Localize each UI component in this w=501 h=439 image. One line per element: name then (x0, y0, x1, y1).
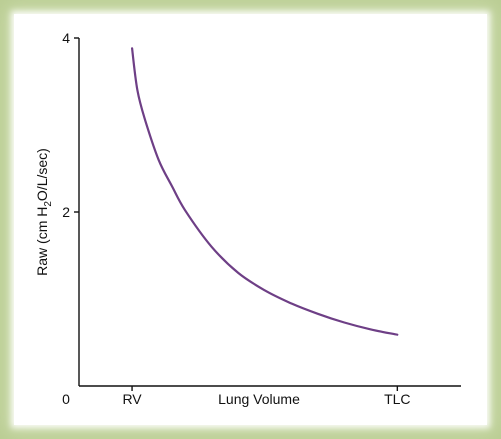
y-tick-label-4: 4 (62, 30, 70, 46)
x-tick-label-rv: RV (122, 391, 142, 407)
raw-curve (131, 47, 399, 336)
chart-panel (14, 14, 487, 425)
y-ticks: 24 (62, 30, 79, 220)
y-tick-label-2: 2 (62, 204, 70, 220)
x-ticks: RV TLC (122, 386, 411, 407)
x-tick-label-tlc: TLC (384, 391, 410, 407)
y-axis-title: Raw (cm H2O/L/sec) (34, 148, 54, 276)
x-origin-label: 0 (62, 391, 70, 407)
y-axis-title-prefix: Raw (cm H (34, 207, 50, 276)
y-axis-title-suffix: O/L/sec) (34, 148, 50, 201)
x-axis-title: Lung Volume (218, 391, 300, 407)
y-axis-title-subscript: 2 (43, 201, 54, 207)
